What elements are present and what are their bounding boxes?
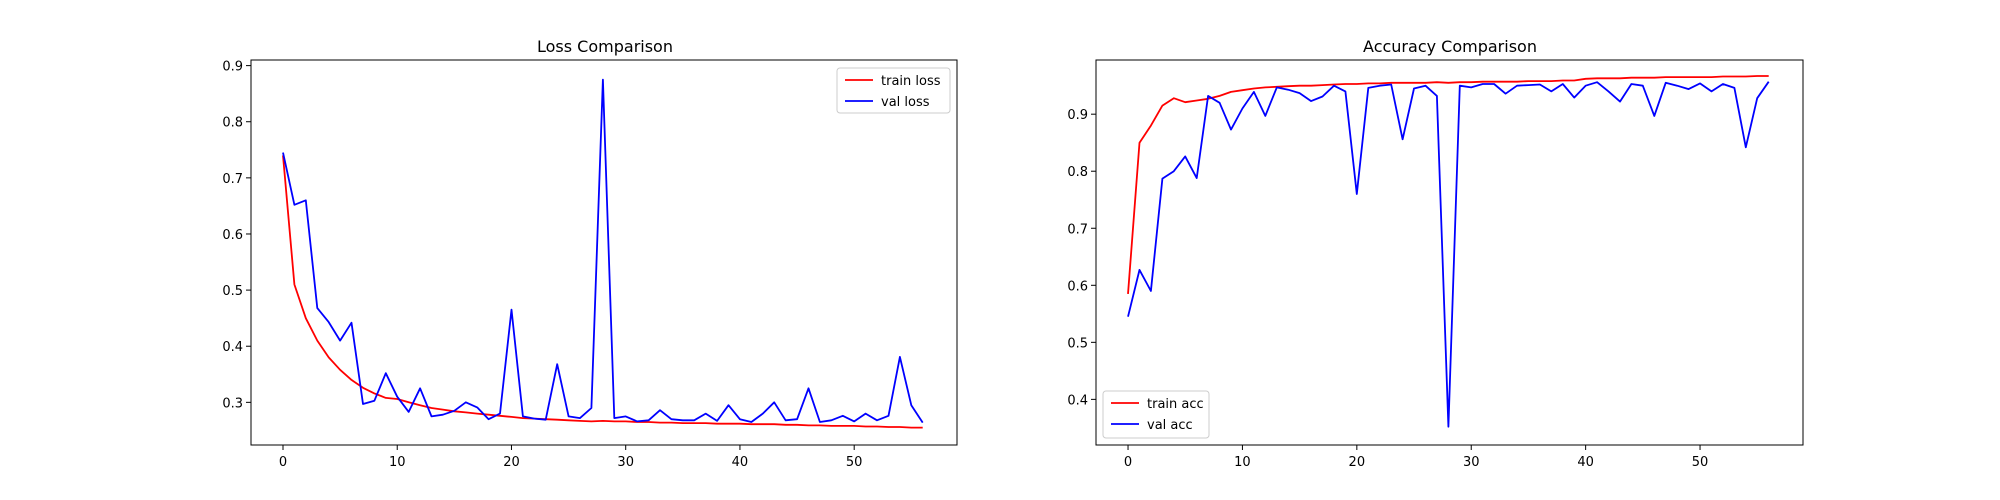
y-tick-label: 0.3 bbox=[222, 396, 243, 411]
y-tick-label: 0.7 bbox=[222, 172, 243, 187]
legend-label: train acc bbox=[1147, 397, 1204, 412]
series-line-train-loss bbox=[282, 155, 923, 429]
y-tick-label: 0.5 bbox=[1067, 336, 1088, 351]
legend: train loss val loss 0 10 20 30 40 50 0.4 0.5 0.6 0.… bbox=[836, 59, 1804, 470]
y-tick-label: 0.5 bbox=[222, 284, 243, 299]
axes-frame bbox=[250, 59, 958, 446]
y-tick-label: 0.6 bbox=[1067, 279, 1088, 294]
chart-title: Loss Comparison bbox=[537, 37, 673, 56]
legend-label: val loss bbox=[881, 95, 930, 110]
chart-accuracy-comparison: Accuracy Comparison bbox=[1363, 37, 1537, 56]
x-tick-label: 40 bbox=[1577, 455, 1594, 470]
x-tick-label: 50 bbox=[1692, 455, 1709, 470]
legend-label: train loss bbox=[881, 74, 941, 89]
x-tick-label: 30 bbox=[1463, 455, 1480, 470]
chart-title: Accuracy Comparison bbox=[1363, 37, 1537, 56]
series-line-train-acc bbox=[1127, 75, 1769, 294]
y-tick-label: 0.9 bbox=[222, 60, 243, 75]
x-tick-label: 0 bbox=[279, 455, 287, 470]
series-line-val-loss bbox=[282, 78, 924, 424]
legend-label: val acc bbox=[1147, 418, 1193, 433]
x-tick-label: 10 bbox=[389, 455, 406, 470]
series-line-val-acc bbox=[1127, 81, 1770, 428]
x-tick-label: 40 bbox=[732, 455, 749, 470]
y-tick-label: 0.8 bbox=[1067, 165, 1088, 180]
y-tick-label: 0.6 bbox=[222, 228, 243, 243]
chart-loss-comparison: Loss Comparison 0 10 20 30 40 50 0.3 0.4 0.5 0.6 0… bbox=[222, 37, 1804, 470]
y-tick-label: 0.4 bbox=[222, 340, 243, 355]
y-tick-label: 0.7 bbox=[1067, 222, 1088, 237]
x-tick-label: 10 bbox=[1234, 455, 1251, 470]
y-tick-label: 0.8 bbox=[222, 116, 243, 131]
y-tick-label: 0.9 bbox=[1067, 108, 1088, 123]
x-tick-label: 50 bbox=[846, 455, 863, 470]
x-tick-label: 0 bbox=[1124, 455, 1132, 470]
legend: train acc val acc bbox=[1102, 390, 1210, 439]
y-tick-label: 0.4 bbox=[1067, 393, 1088, 408]
x-tick-label: 20 bbox=[503, 455, 520, 470]
x-tick-label: 20 bbox=[1349, 455, 1366, 470]
axes-frame bbox=[1095, 59, 1804, 446]
x-tick-label: 30 bbox=[617, 455, 634, 470]
